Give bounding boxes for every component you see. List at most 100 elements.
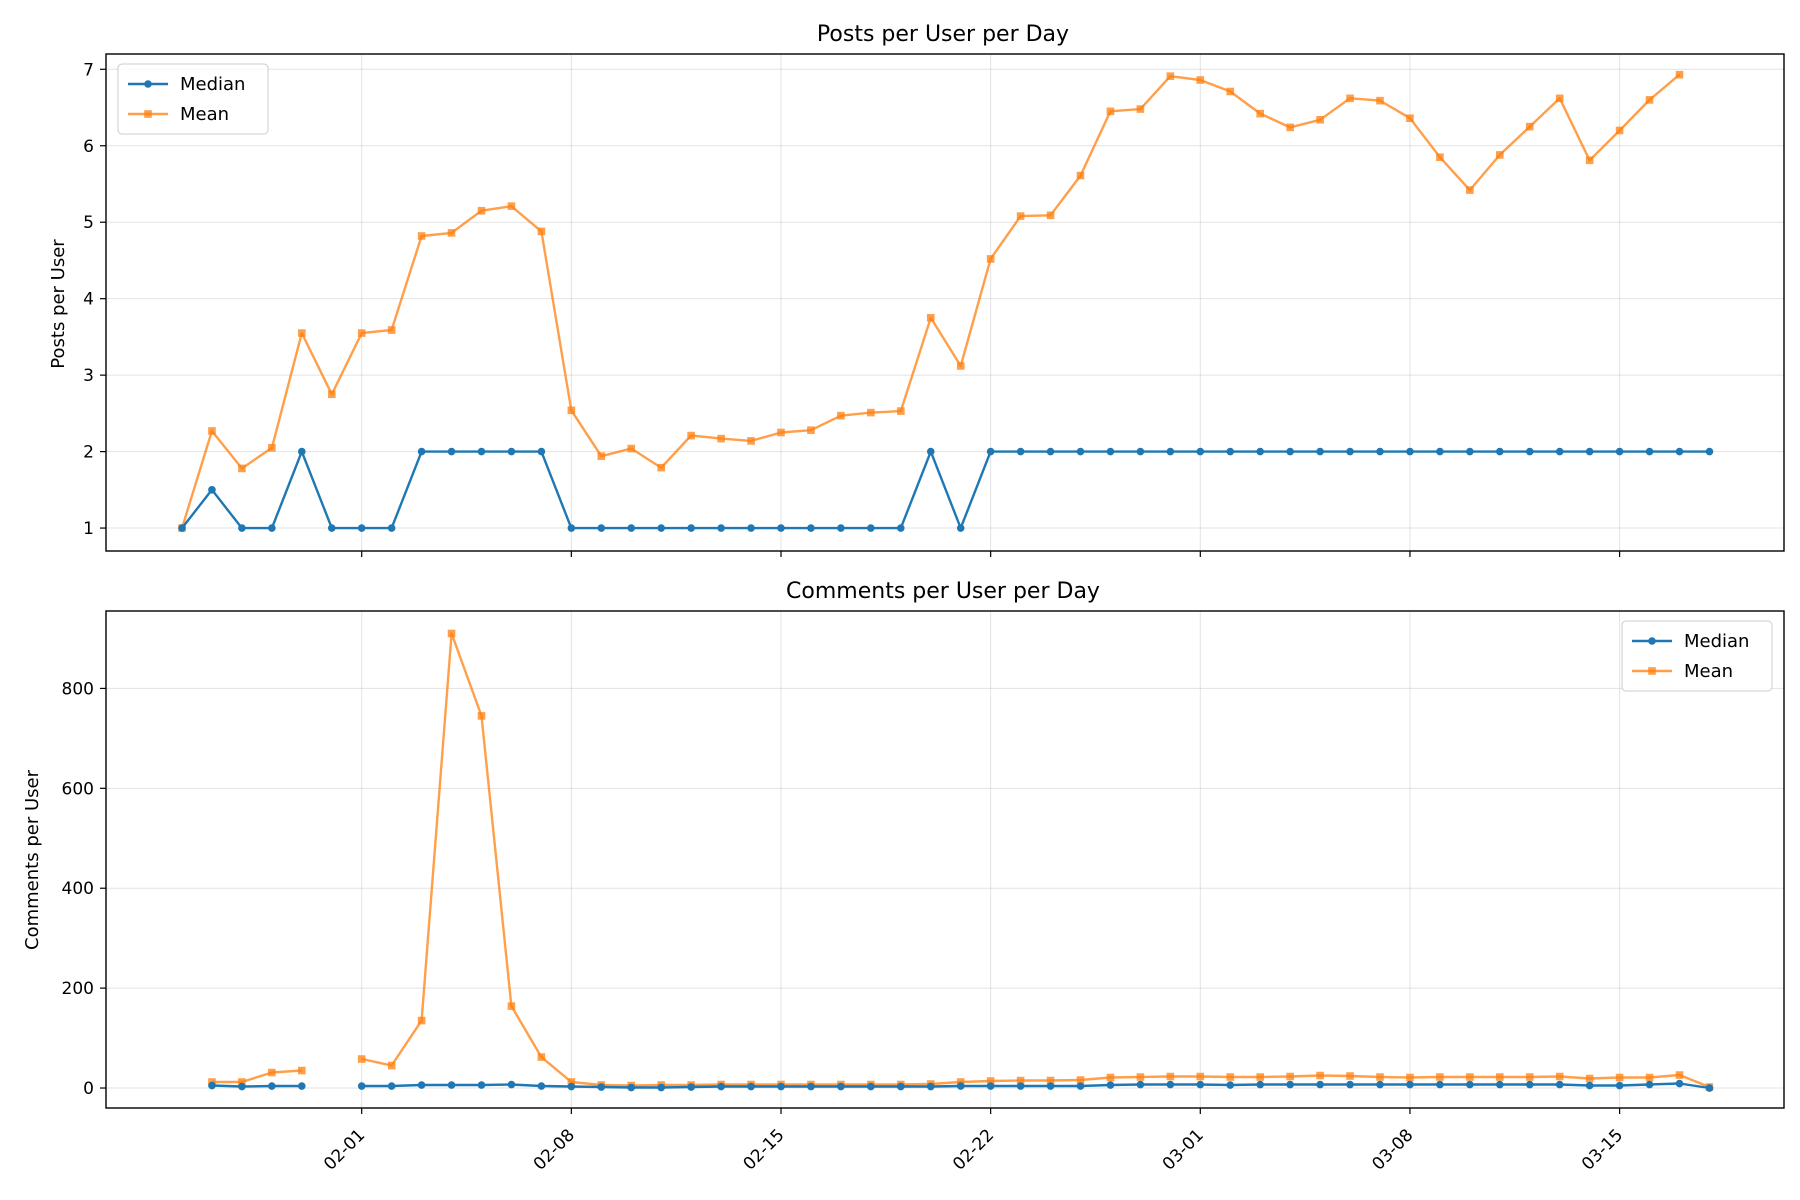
posts-mean-point (597, 452, 606, 460)
y-tick-label: 200 (62, 979, 94, 999)
comments-chart-title: Comments per User per Day (786, 579, 1100, 604)
posts-mean-point (238, 464, 246, 473)
posts-mean-point (1555, 94, 1564, 103)
comments-mean-point (1406, 1073, 1414, 1082)
posts-median-point (1316, 447, 1324, 456)
posts-mean-point (417, 232, 426, 240)
comments-mean-point (1496, 1073, 1504, 1081)
comments-median-point (897, 1082, 905, 1091)
posts-median-point (1555, 447, 1564, 456)
comments-median-point (298, 1082, 306, 1090)
comments-mean-point (1166, 1072, 1175, 1081)
posts-mean-point (1106, 107, 1115, 116)
comments-median-point (1106, 1081, 1115, 1089)
comments-mean-line (211, 632, 1710, 1089)
comments-mean-point (1316, 1071, 1324, 1080)
posts-median-point (1406, 447, 1414, 456)
posts-median-point (507, 447, 516, 456)
posts-grid (106, 54, 1784, 551)
x-tick-label: 02-15 (739, 1125, 788, 1174)
posts-median-point (1256, 447, 1264, 456)
comments-median-point (1256, 1080, 1264, 1089)
posts-mean-point (1316, 115, 1324, 124)
posts-mean-point (1675, 70, 1684, 79)
y-tick-label: 3 (83, 366, 94, 386)
posts-median-point (567, 524, 576, 532)
posts-median-line (181, 450, 1710, 530)
legend-label-mean: Mean (180, 104, 229, 125)
posts-mean-point (567, 406, 576, 415)
posts-mean-point (897, 407, 905, 415)
comments-mean-point (986, 1077, 995, 1085)
comments-mean-point (1615, 1073, 1624, 1082)
posts-median-point (627, 524, 636, 532)
comments-median-point (1226, 1081, 1235, 1089)
comments-median-point (747, 1082, 755, 1091)
comments-median-point (1076, 1082, 1085, 1090)
posts-mean-point (986, 255, 995, 263)
posts-mean-point (1346, 94, 1354, 103)
posts-mean-point (956, 362, 965, 370)
comments-mean-point (387, 1061, 396, 1070)
comments-mean-point (1136, 1073, 1145, 1081)
posts-median-point (477, 447, 486, 456)
comments-median-point (956, 1082, 965, 1090)
comments-mean-point (447, 629, 456, 638)
comments-mean-point (537, 1053, 546, 1061)
comments-median-point (387, 1082, 396, 1090)
posts-median-point (178, 524, 186, 532)
posts-median-point (717, 524, 725, 532)
posts-mean-point (687, 431, 695, 440)
comments-mean-point (1106, 1073, 1115, 1082)
posts-median-point (357, 524, 366, 532)
posts-mean-point (327, 390, 336, 399)
posts-median-point (986, 447, 995, 456)
posts-median-point (387, 524, 396, 532)
posts-median-point (867, 524, 875, 532)
posts-mean-point (837, 411, 845, 420)
posts-median-point (1705, 447, 1714, 456)
legend-label-median: Median (1684, 631, 1749, 652)
posts-median-point (447, 447, 456, 456)
posts-mean-point (387, 326, 396, 334)
comments-median-point (507, 1080, 516, 1089)
posts-mean-point (477, 206, 486, 215)
posts-median-point (687, 524, 695, 532)
posts-median-point (1376, 447, 1384, 456)
posts-mean-point (268, 443, 276, 452)
posts-median-point (1346, 447, 1354, 456)
posts-mean-point (298, 329, 306, 337)
comments-median-point (1555, 1080, 1564, 1089)
comments-median-point (1525, 1080, 1534, 1089)
comments-median-point (986, 1082, 995, 1090)
x-tick-label: 03-01 (1159, 1125, 1208, 1174)
y-tick-label: 5 (83, 213, 94, 233)
comments-mean-point (567, 1078, 576, 1086)
comments-median-point (417, 1081, 426, 1089)
posts-mean-point (1196, 76, 1205, 84)
comments-mean-point (956, 1078, 965, 1086)
comments-mean-point (268, 1068, 276, 1077)
comments-chart-panel: Comments per User per Day Comments per U… (22, 579, 1785, 1174)
posts-mean-point (1585, 156, 1594, 165)
posts-mean-line (180, 73, 1681, 529)
comments-y-ticks: 0 200 400 600 800 (62, 679, 106, 1099)
comments-median-point (1196, 1080, 1205, 1089)
posts-mean-point (747, 437, 755, 445)
comments-grid (106, 611, 1784, 1108)
comments-median-point (357, 1082, 366, 1090)
posts-mean-point (717, 434, 725, 443)
comments-median-point (597, 1083, 606, 1091)
comments-median-point (1286, 1080, 1294, 1089)
comments-median-point (1316, 1080, 1324, 1089)
posts-mean-point (807, 426, 815, 434)
comments-median-point (837, 1082, 845, 1091)
comments-median-point (447, 1081, 456, 1089)
posts-median-point (956, 524, 965, 532)
comments-median-point (1436, 1080, 1444, 1089)
comments-median-point (1136, 1080, 1145, 1089)
comments-mean-point (417, 1016, 426, 1025)
comments-median-point (1615, 1081, 1624, 1090)
posts-mean-point (357, 329, 366, 337)
posts-median-point (1436, 447, 1444, 456)
